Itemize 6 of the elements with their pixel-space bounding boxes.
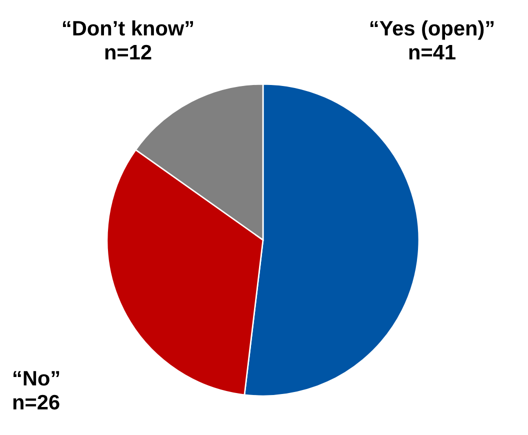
slice-label: “Yes (open)” — [370, 20, 494, 40]
slice-label: “Don’t know” — [62, 20, 193, 36]
slice-label: “No” — [14, 371, 60, 386]
data-label: n=26 — [13, 394, 60, 410]
data-label: n=41 — [409, 45, 456, 60]
data-label: n=12 — [105, 44, 152, 60]
